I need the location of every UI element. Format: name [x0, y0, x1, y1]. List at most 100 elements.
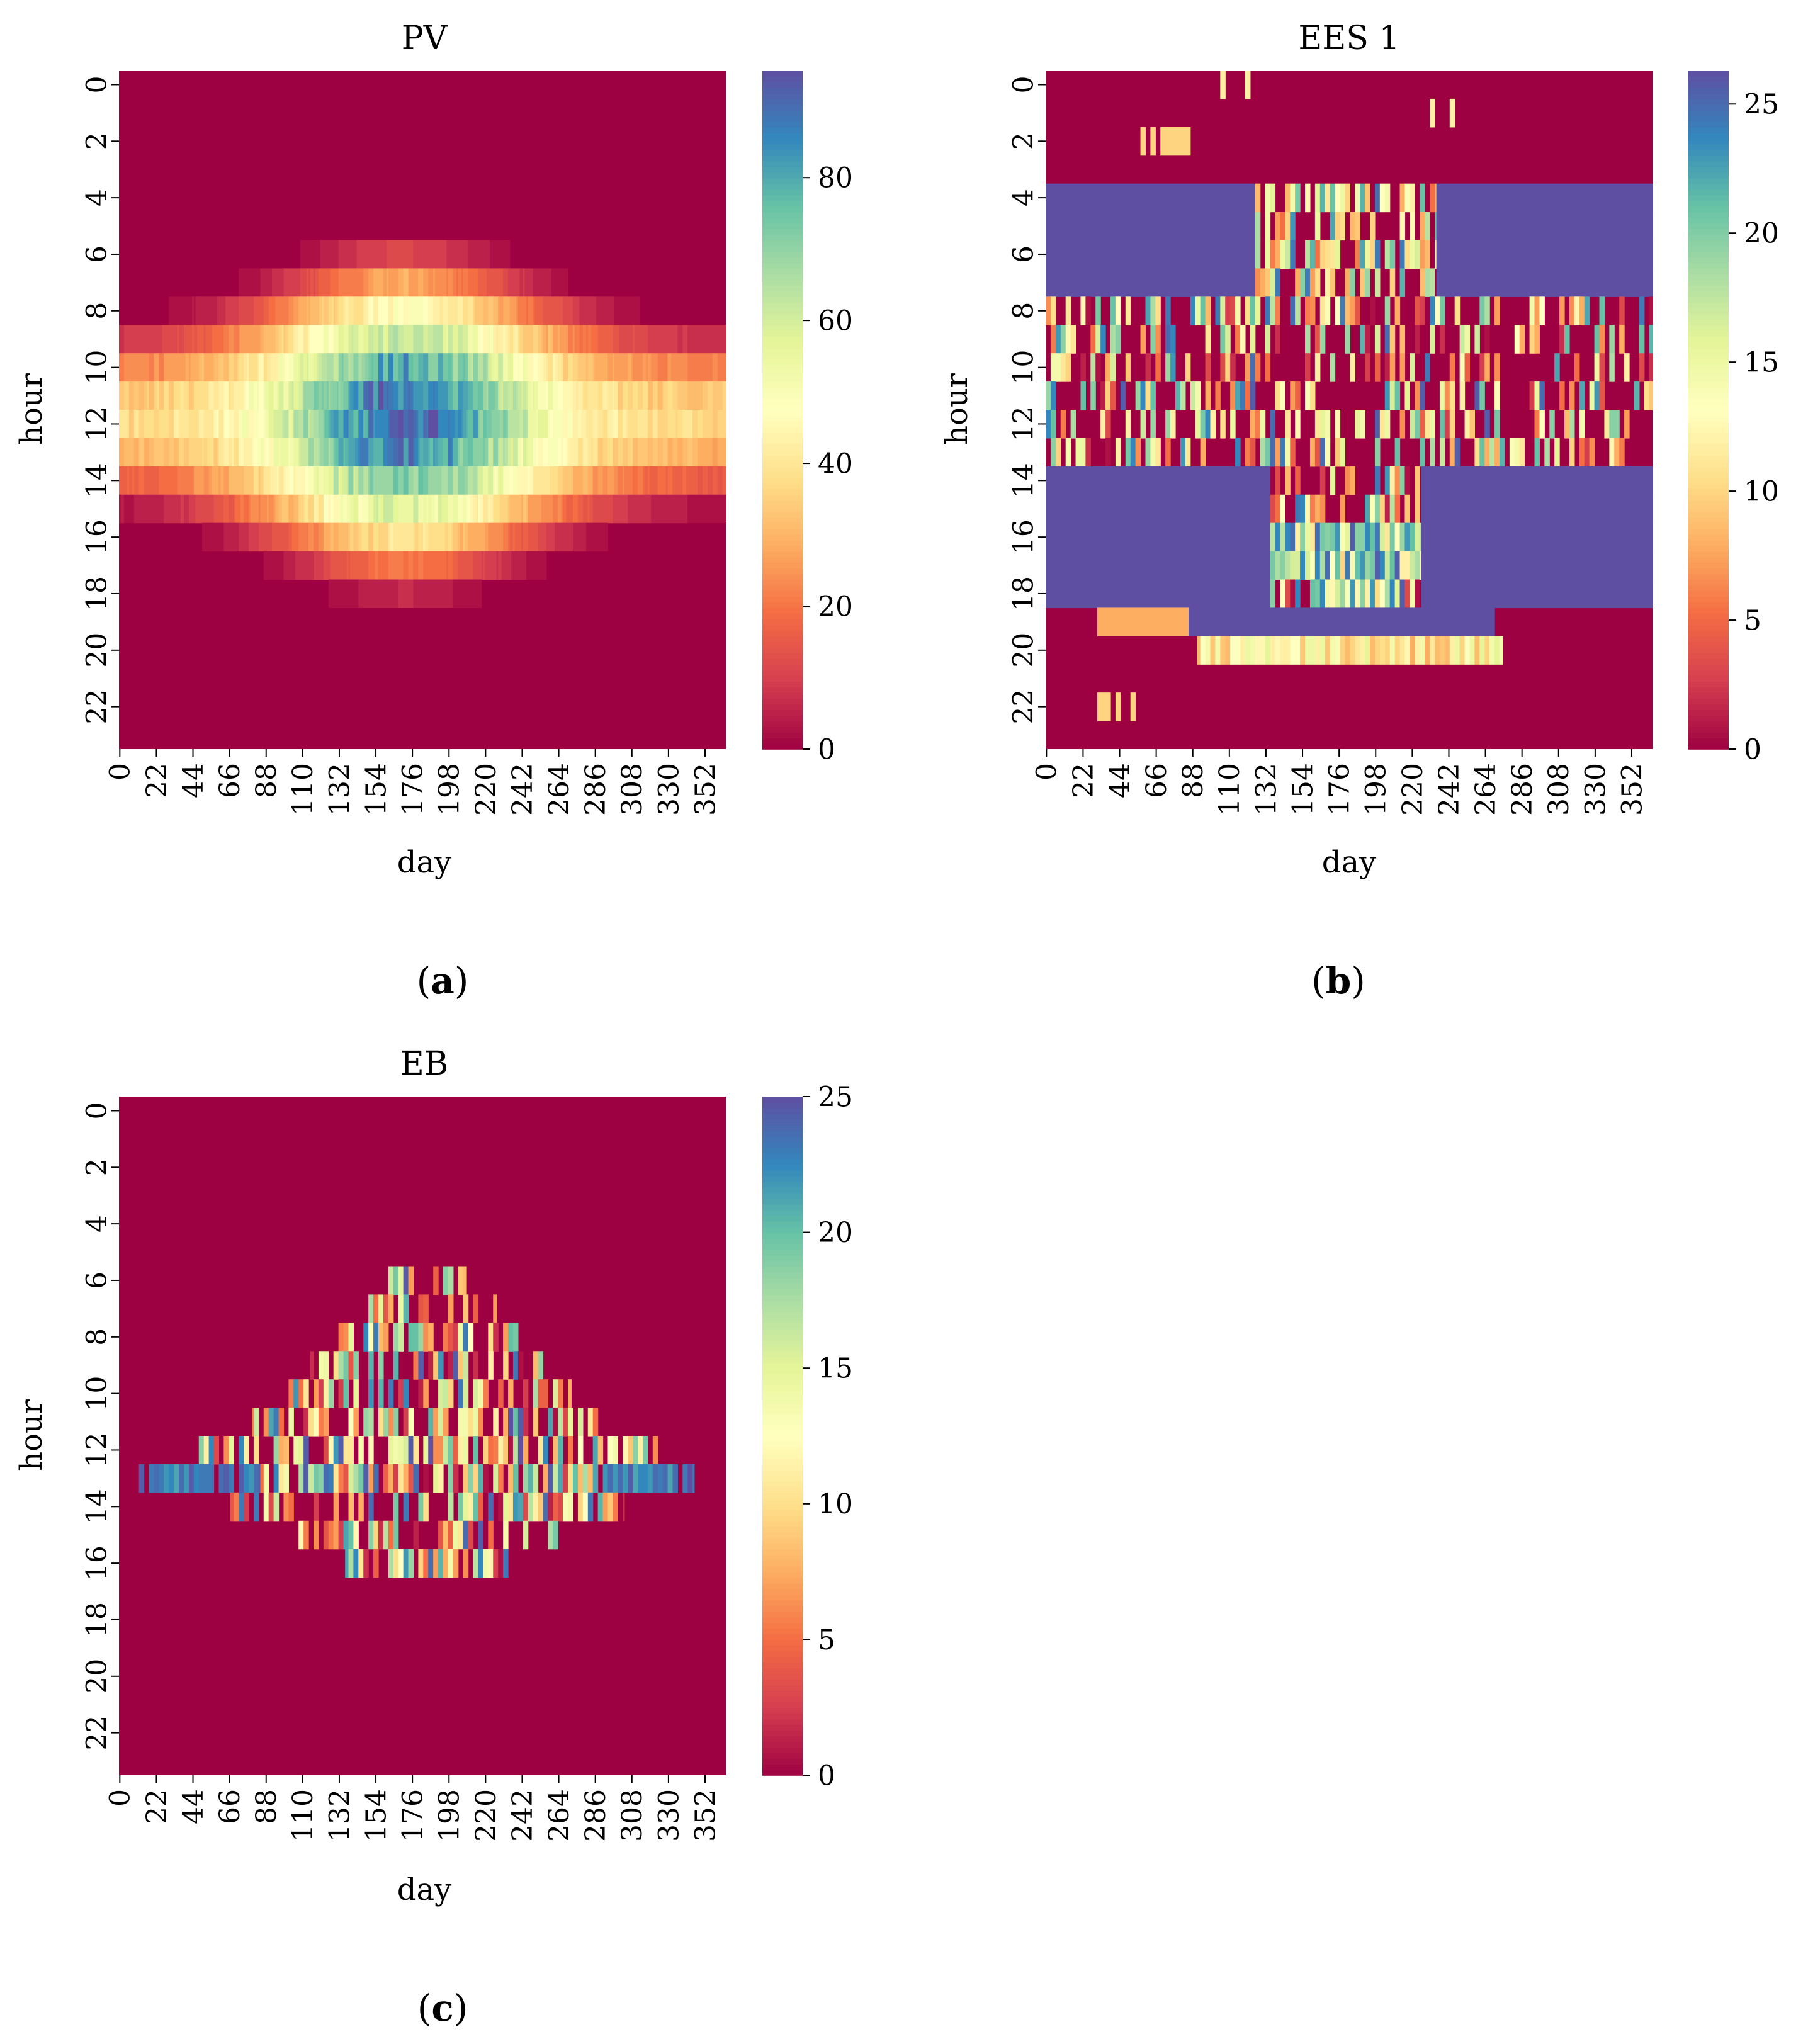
colorbar-segment — [762, 1221, 803, 1228]
colorbar-segment — [1688, 681, 1729, 687]
heatmap-cell — [582, 1464, 589, 1493]
heatmap-cell — [433, 296, 441, 325]
heatmap-cell — [453, 1549, 459, 1578]
heatmap-cell — [558, 466, 563, 495]
heatmap-cell — [368, 1408, 374, 1437]
panel-b-caption-letter: b — [1326, 959, 1352, 1002]
heatmap-cell — [1464, 325, 1471, 354]
colorbar-tick-label: 20 — [1744, 218, 1779, 250]
colorbar-segment — [762, 1498, 803, 1505]
heatmap-cell — [415, 522, 419, 552]
colorbar-segment — [762, 1192, 803, 1199]
colorbar-segment — [1688, 263, 1729, 269]
heatmap-cell — [383, 1520, 389, 1550]
heatmap-cell — [1425, 410, 1430, 439]
heatmap-cell — [687, 438, 693, 467]
heatmap-cell — [1579, 438, 1585, 467]
heatmap-cell — [493, 325, 497, 354]
heatmap-cell — [180, 494, 184, 524]
heatmap-cell — [1399, 268, 1406, 297]
heatmap-cell — [203, 466, 210, 495]
heatmap-cell — [488, 296, 494, 325]
heatmap-cell — [512, 1323, 519, 1352]
heatmap-cell — [638, 466, 643, 495]
heatmap-cell — [647, 353, 652, 382]
colorbar-segment — [1688, 607, 1729, 614]
colorbar-segment — [762, 200, 803, 207]
colorbar-segment — [762, 1537, 803, 1544]
heatmap-cell — [528, 522, 539, 552]
heatmap-cell — [534, 296, 544, 325]
heatmap-cell — [516, 381, 519, 410]
heatmap-cell — [553, 1408, 558, 1437]
panel-a-heatmap — [119, 71, 726, 749]
heatmap-cell — [722, 381, 726, 410]
heatmap-cell — [455, 410, 459, 439]
heatmap-cell — [229, 353, 234, 382]
heatmap-cell — [383, 381, 387, 410]
heatmap-cell — [512, 438, 519, 467]
heatmap-cell — [258, 466, 261, 495]
heatmap-cell — [1175, 381, 1181, 410]
heatmap-cell — [1205, 353, 1211, 382]
heatmap-cell — [548, 410, 550, 439]
heatmap-cell — [644, 466, 648, 495]
heatmap-cell — [463, 1323, 469, 1352]
heatmap-cell — [1185, 438, 1191, 467]
colorbar-segment — [762, 1452, 803, 1459]
heatmap-cell — [1325, 522, 1331, 552]
heatmap-cell — [230, 381, 234, 410]
colorbar-segment — [1688, 308, 1729, 315]
heatmap-cell — [378, 296, 389, 325]
heatmap-cell — [298, 325, 304, 354]
heatmap-cell — [478, 1520, 483, 1550]
colorbar-segment — [762, 166, 803, 173]
heatmap-cell — [483, 353, 487, 382]
heatmap-cell — [230, 1492, 234, 1522]
heatmap-cell — [213, 494, 224, 524]
colorbar-segment — [762, 1605, 803, 1612]
heatmap-cell — [433, 1464, 439, 1493]
heatmap-cell — [1574, 296, 1580, 325]
y-tick-label: 10 — [81, 350, 113, 385]
heatmap-cell — [1464, 410, 1471, 439]
heatmap-cell — [1255, 183, 1261, 213]
heatmap-cell — [249, 381, 254, 410]
heatmap-cell — [418, 551, 424, 580]
heatmap-cell — [328, 381, 331, 410]
x-tick-label: 176 — [397, 1789, 429, 1842]
heatmap-cell — [298, 438, 301, 467]
x-tick-label: 0 — [1031, 763, 1063, 781]
heatmap-cell — [473, 438, 483, 467]
colorbar-segment — [1688, 87, 1729, 94]
heatmap-cell — [597, 438, 604, 467]
heatmap-cell — [1474, 381, 1480, 410]
heatmap-cell — [573, 296, 580, 325]
colorbar-segment — [762, 1622, 803, 1629]
heatmap-cell — [499, 494, 509, 524]
heatmap-cell — [1330, 212, 1336, 241]
heatmap-cell — [568, 1436, 573, 1465]
heatmap-cell — [473, 325, 479, 354]
heatmap-cell — [1539, 410, 1545, 439]
heatmap-cell — [468, 1323, 474, 1352]
heatmap-cell — [144, 410, 155, 439]
heatmap-cell — [682, 466, 687, 495]
heatmap-cell — [1335, 438, 1341, 467]
heatmap-cell — [177, 466, 195, 495]
heatmap-cell — [538, 353, 544, 382]
colorbar-segment — [762, 1526, 803, 1533]
heatmap-cell — [358, 522, 363, 552]
heatmap-cell — [249, 1464, 254, 1493]
heatmap-cell — [223, 522, 239, 552]
heatmap-cell — [218, 410, 224, 439]
colorbar-segment — [1688, 715, 1729, 721]
colorbar-segment — [1688, 653, 1729, 660]
heatmap-cell — [468, 1520, 474, 1550]
heatmap-cell — [1265, 353, 1271, 382]
colorbar-segment — [762, 1747, 803, 1753]
heatmap-cell — [1549, 410, 1555, 439]
heatmap-cell — [164, 1464, 169, 1493]
heatmap-cell — [268, 296, 276, 325]
heatmap-cell — [303, 325, 309, 354]
